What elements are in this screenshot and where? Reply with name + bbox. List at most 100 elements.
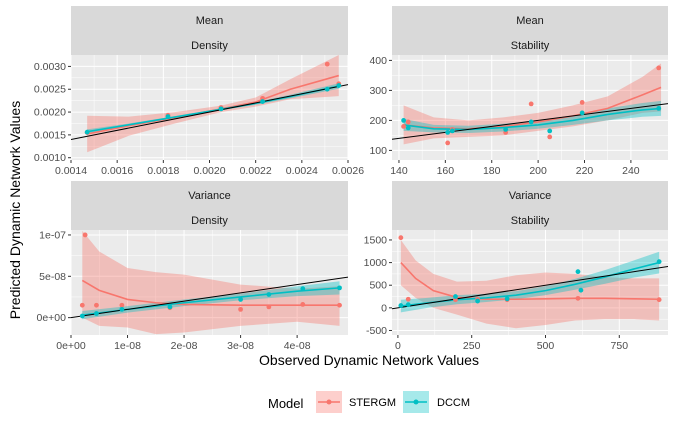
data-point-dccm [575, 269, 581, 275]
data-point-dccm [547, 128, 553, 134]
strip-background [392, 181, 668, 230]
x-axis-ticks: 0.0014 0.0016 0.0018 0.0020 0.0022 0.0024 0.00… [55, 160, 364, 177]
identity-line [71, 84, 348, 140]
legend-item-dccm: DCCM [403, 391, 470, 413]
x-tick-label: 0.0022 [240, 165, 272, 177]
legend-key-point-stergm [326, 399, 332, 405]
data-point-dccm [324, 86, 330, 92]
identity-reference-line [71, 276, 348, 319]
data-point-stergm [398, 235, 404, 241]
identity-line [392, 265, 668, 310]
data-point-stergm [238, 306, 243, 312]
y-tick-label: 0.0025 [34, 84, 66, 96]
data-points [401, 65, 662, 146]
strip-label-bottom: Density [191, 215, 228, 227]
data-point-dccm [503, 126, 509, 132]
data-point-dccm [528, 119, 534, 125]
x-axis-title: Observed Dynamic Network Values [259, 352, 479, 368]
y-tick-label: 1e-07 [39, 229, 66, 241]
y-axis-ticks: 100 200 300 400 [369, 55, 392, 157]
confidence-bands [403, 63, 662, 145]
strip-background [71, 181, 348, 230]
y-tick-label: 0.0010 [34, 152, 66, 164]
data-point-dccm [260, 99, 265, 104]
gridlines [70, 55, 349, 160]
data-point-dccm [504, 296, 510, 302]
y-tick-label: -500 [366, 325, 387, 337]
legend-title: Model [268, 396, 304, 411]
data-point-dccm [84, 129, 90, 135]
y-tick-label: 500 [369, 280, 387, 292]
panel-mean-stability: Mean Stability 140 160 180 200 220 240 100 200… [369, 6, 668, 177]
y-tick-label: 0e+00 [37, 312, 67, 324]
data-point-stergm [445, 140, 451, 146]
x-tick-label: 2e-08 [171, 340, 198, 352]
data-point-dccm [398, 303, 404, 308]
strip-label-bottom: Stability [511, 215, 550, 227]
x-tick-label: 3e-08 [227, 340, 254, 352]
gridlines [70, 230, 348, 335]
data-point-dccm [449, 128, 455, 134]
x-axis-ticks: 0e+00 1e-08 2e-08 3e-08 4e-08 [56, 335, 311, 352]
confidence-band-stergm [82, 230, 340, 335]
data-point-stergm [300, 302, 306, 307]
identity-reference-line [392, 265, 668, 310]
gridlines [392, 55, 668, 160]
data-point-dccm [300, 286, 306, 292]
x-tick-label: 0.0014 [55, 165, 87, 177]
smooth-line-stergm [400, 262, 660, 301]
y-tick-label: 0.0020 [34, 107, 66, 119]
y-tick-label: 200 [369, 115, 387, 127]
strip-label-top: Mean [196, 15, 224, 27]
confidence-band-dccm [403, 100, 662, 133]
data-point-stergm [401, 124, 406, 129]
data-point-stergm [266, 304, 272, 310]
data-point-dccm [119, 306, 125, 312]
y-tick-label: 1500 [364, 234, 388, 246]
data-point-dccm [165, 114, 171, 120]
data-points [79, 232, 342, 319]
smooth-line-dccm [403, 107, 662, 131]
strip-background [392, 6, 668, 55]
strip-label-top: Variance [188, 190, 231, 202]
legend-key-point-dccm [413, 399, 419, 405]
data-points [84, 61, 342, 136]
strip-label-top: Mean [516, 15, 544, 27]
y-tick-label: 0.0030 [34, 61, 66, 73]
y-tick-label: 400 [369, 55, 387, 67]
data-point-dccm [94, 311, 99, 316]
data-point-stergm [337, 302, 342, 308]
identity-line [71, 276, 348, 319]
x-tick-label: 200 [529, 165, 547, 177]
y-tick-label: 0 [381, 302, 387, 314]
data-point-stergm [547, 134, 553, 140]
data-point-dccm [475, 298, 481, 304]
y-axis-ticks: -500 0 500 1000 1500 [364, 234, 392, 337]
data-point-dccm [579, 110, 585, 116]
x-tick-label: 180 [483, 165, 501, 177]
data-point-dccm [337, 285, 342, 291]
data-point-dccm [405, 125, 411, 131]
legend-label-stergm: STERGM [349, 397, 396, 409]
x-tick-label: 4e-08 [284, 340, 311, 352]
legend-label-dccm: DCCM [437, 397, 470, 409]
x-axis-ticks: 0 250 500 750 [395, 335, 628, 352]
y-tick-label: 100 [369, 145, 387, 157]
data-point-dccm [336, 83, 342, 88]
data-point-stergm [119, 302, 125, 308]
y-tick-label: 5e-08 [39, 271, 66, 283]
data-point-dccm [167, 304, 173, 310]
data-point-stergm [82, 232, 88, 238]
data-points [398, 235, 662, 308]
data-point-dccm [656, 106, 662, 111]
plot-area [392, 230, 668, 335]
x-tick-label: 140 [390, 165, 408, 177]
panel-variance-stability: Variance Stability 0 250 500 750 -500 0 500 10… [364, 181, 668, 352]
data-point-dccm [405, 302, 411, 308]
x-tick-label: 0.0024 [286, 165, 318, 177]
strip-label-bottom: Stability [511, 40, 550, 52]
x-axis-ticks: 140 160 180 200 220 240 [390, 160, 640, 177]
legend-item-stergm: STERGM [316, 391, 396, 413]
y-axis-ticks: 0e+00 5e-08 1e-07 [37, 229, 71, 324]
